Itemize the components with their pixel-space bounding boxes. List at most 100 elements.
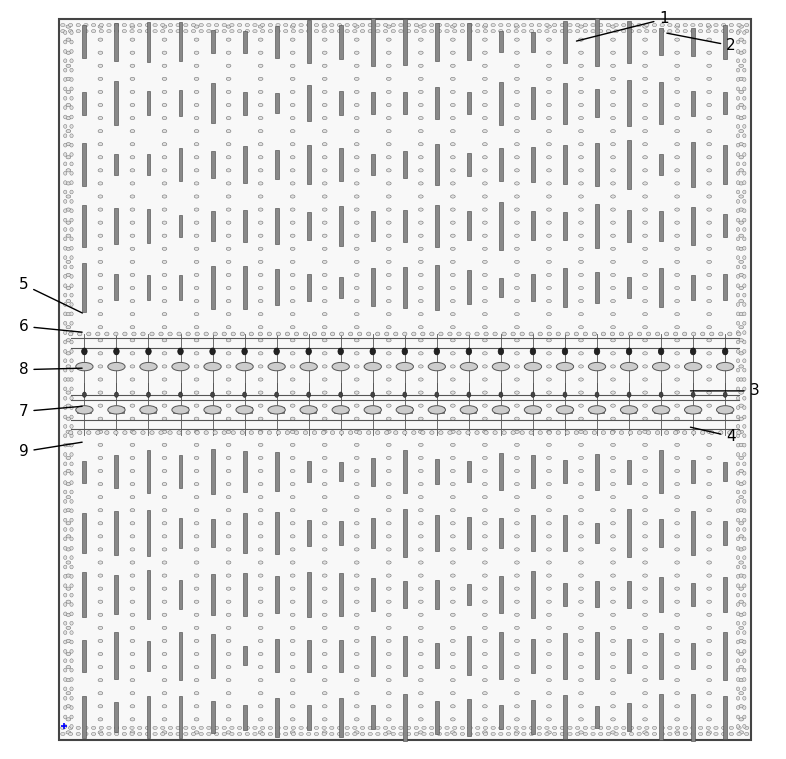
Ellipse shape (450, 443, 455, 446)
Ellipse shape (498, 24, 503, 27)
Ellipse shape (259, 38, 263, 41)
Ellipse shape (70, 331, 73, 335)
Ellipse shape (329, 24, 334, 27)
Ellipse shape (66, 103, 71, 106)
Ellipse shape (130, 443, 135, 446)
Ellipse shape (70, 59, 73, 63)
Ellipse shape (643, 548, 648, 551)
Ellipse shape (700, 332, 705, 335)
Ellipse shape (259, 143, 263, 146)
Ellipse shape (611, 339, 615, 342)
Ellipse shape (739, 130, 744, 133)
Ellipse shape (204, 405, 221, 414)
Ellipse shape (162, 600, 167, 603)
Ellipse shape (466, 332, 470, 335)
Ellipse shape (706, 732, 711, 735)
Ellipse shape (606, 726, 611, 729)
Ellipse shape (610, 332, 615, 335)
Ellipse shape (322, 679, 327, 682)
Ellipse shape (130, 65, 135, 68)
Bar (659, 518, 663, 547)
Ellipse shape (707, 443, 711, 446)
Ellipse shape (98, 456, 103, 459)
Ellipse shape (368, 30, 373, 33)
Ellipse shape (368, 732, 373, 735)
Ellipse shape (370, 348, 376, 354)
Ellipse shape (354, 653, 359, 656)
Ellipse shape (130, 234, 135, 238)
Ellipse shape (237, 732, 242, 735)
Bar (494, 407, 508, 413)
Ellipse shape (418, 156, 423, 159)
Ellipse shape (354, 90, 359, 93)
Ellipse shape (329, 30, 334, 33)
Ellipse shape (739, 653, 744, 656)
Ellipse shape (70, 134, 73, 137)
Ellipse shape (546, 548, 551, 551)
Ellipse shape (743, 724, 746, 729)
Ellipse shape (739, 535, 744, 538)
Ellipse shape (445, 726, 450, 729)
Bar (243, 452, 247, 492)
Bar (146, 91, 150, 115)
Ellipse shape (611, 535, 615, 538)
Ellipse shape (132, 332, 136, 335)
Ellipse shape (674, 548, 679, 551)
Ellipse shape (736, 443, 740, 447)
Ellipse shape (578, 613, 583, 616)
Ellipse shape (78, 431, 82, 434)
Ellipse shape (538, 332, 542, 335)
Ellipse shape (418, 509, 423, 512)
Ellipse shape (98, 77, 103, 80)
Ellipse shape (418, 51, 423, 55)
Ellipse shape (340, 332, 343, 335)
Ellipse shape (739, 613, 744, 616)
Ellipse shape (66, 195, 71, 198)
Bar (403, 694, 407, 741)
Ellipse shape (259, 378, 263, 381)
Ellipse shape (290, 351, 295, 355)
Ellipse shape (450, 391, 455, 394)
Ellipse shape (630, 726, 634, 729)
Bar (659, 28, 663, 55)
Ellipse shape (515, 600, 520, 603)
Ellipse shape (729, 732, 733, 735)
Ellipse shape (354, 587, 359, 591)
Ellipse shape (236, 405, 253, 414)
Ellipse shape (418, 456, 423, 459)
Ellipse shape (547, 431, 552, 434)
Ellipse shape (64, 518, 67, 522)
Ellipse shape (707, 679, 711, 682)
Ellipse shape (739, 168, 744, 172)
Ellipse shape (226, 496, 231, 499)
Ellipse shape (162, 391, 167, 394)
Ellipse shape (259, 221, 263, 224)
Ellipse shape (468, 726, 472, 729)
Ellipse shape (643, 116, 648, 120)
Ellipse shape (707, 718, 711, 721)
Ellipse shape (96, 431, 100, 434)
Ellipse shape (230, 24, 234, 27)
Ellipse shape (643, 65, 648, 68)
Ellipse shape (290, 587, 295, 591)
Ellipse shape (611, 653, 615, 656)
Ellipse shape (739, 351, 744, 355)
Ellipse shape (514, 732, 518, 735)
Ellipse shape (599, 30, 603, 33)
Ellipse shape (450, 156, 455, 159)
Ellipse shape (736, 275, 740, 279)
Bar (627, 704, 631, 731)
Ellipse shape (176, 726, 180, 729)
Ellipse shape (515, 639, 520, 643)
Ellipse shape (736, 726, 741, 729)
Ellipse shape (76, 726, 80, 729)
Ellipse shape (64, 603, 67, 606)
Bar (109, 407, 123, 413)
Ellipse shape (354, 378, 359, 381)
Ellipse shape (226, 574, 231, 577)
Ellipse shape (259, 195, 263, 198)
Ellipse shape (714, 24, 718, 27)
Ellipse shape (515, 339, 520, 342)
Ellipse shape (643, 77, 648, 80)
Ellipse shape (736, 349, 740, 353)
